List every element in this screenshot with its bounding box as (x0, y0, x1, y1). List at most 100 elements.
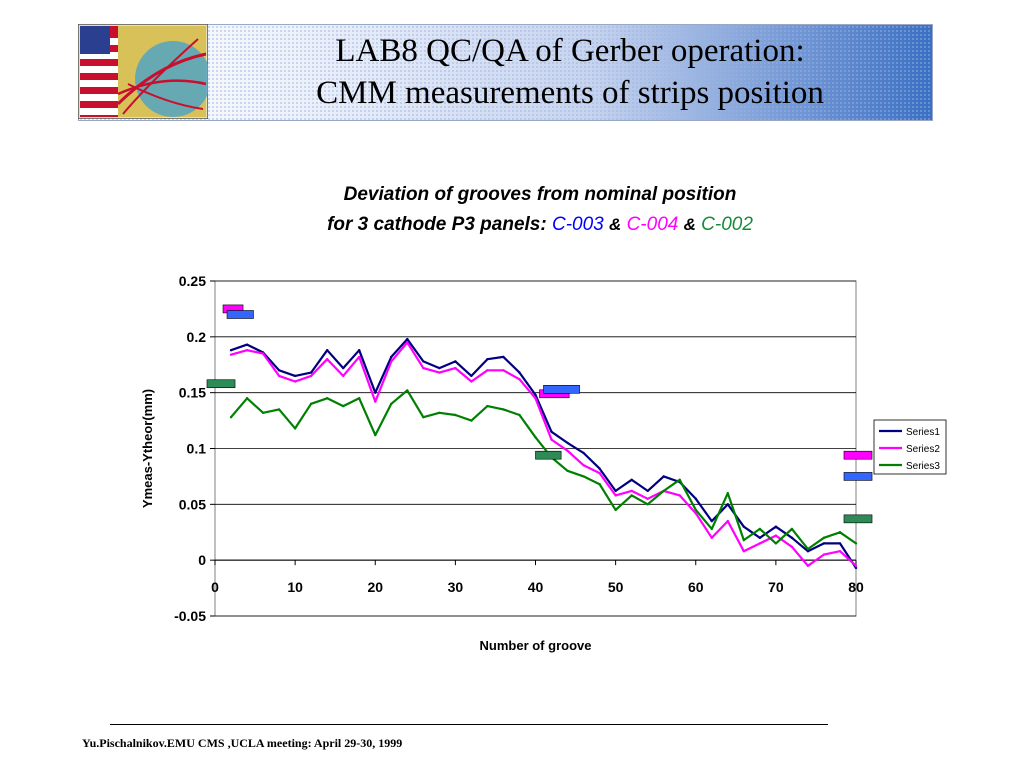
data-point (486, 369, 489, 372)
data-point (598, 483, 601, 486)
panel-marker (543, 385, 580, 394)
data-point (438, 366, 441, 370)
data-point (229, 349, 233, 352)
data-point (678, 494, 681, 497)
data-point (325, 357, 329, 361)
data-point (822, 536, 826, 540)
data-point (790, 536, 794, 540)
series-line-series2 (230, 341, 857, 567)
data-point (309, 374, 313, 378)
data-point (534, 397, 537, 400)
data-point (454, 360, 457, 363)
data-point (614, 508, 617, 512)
data-point (261, 352, 265, 355)
data-point (662, 489, 665, 493)
series-line-series3 (230, 389, 857, 551)
data-point (742, 525, 746, 528)
data-point (342, 404, 345, 408)
data-point (470, 380, 473, 383)
y-axis-title: Ymeas-Ytheor(mm) (140, 389, 155, 508)
x-tick-label: 10 (287, 579, 303, 595)
data-point (390, 402, 393, 406)
y-tick-label: 0.2 (187, 329, 207, 345)
data-point (630, 489, 633, 493)
panel-marker (843, 514, 873, 524)
title-line-2: CMM measurements of strips position (316, 75, 824, 111)
data-point (646, 489, 649, 493)
panel-marker (843, 472, 873, 481)
panel-marker (226, 310, 254, 319)
data-point (502, 355, 505, 359)
data-point (662, 475, 665, 478)
data-point (325, 397, 329, 400)
data-point (710, 527, 713, 531)
data-point (454, 366, 457, 370)
series-line-series1 (230, 338, 857, 569)
data-point (277, 408, 281, 411)
data-point (534, 393, 537, 397)
y-tick-label: 0.15 (179, 385, 206, 401)
data-point (293, 374, 297, 378)
data-point (710, 536, 713, 540)
data-point (486, 357, 489, 361)
title-line-1: LAB8 QC/QA of Gerber operation: (335, 33, 805, 69)
data-point (758, 536, 762, 540)
slide-title: LAB8 QC/QA of Gerber operation: CMM meas… (210, 30, 930, 114)
data-point (390, 360, 393, 363)
data-point (358, 349, 361, 352)
data-point (502, 408, 505, 411)
data-point (726, 519, 729, 523)
footer-divider (110, 724, 828, 725)
data-point (358, 397, 361, 400)
data-point (774, 534, 778, 537)
y-tick-label: 0.05 (179, 496, 206, 512)
chart-heading-line-1: Deviation of grooves from nominal positi… (343, 184, 737, 205)
data-point (229, 353, 233, 356)
data-point (470, 419, 473, 422)
y-tick-label: 0.1 (187, 441, 207, 457)
data-point (614, 489, 617, 493)
data-point (822, 542, 826, 545)
data-point (838, 542, 842, 545)
data-point (293, 380, 297, 383)
data-point (854, 564, 858, 567)
data-point (245, 397, 249, 400)
data-point (550, 438, 553, 441)
panel-c002-label: C-002 (701, 214, 753, 235)
data-point (822, 553, 826, 556)
data-point (422, 416, 425, 419)
data-point (374, 391, 377, 394)
data-point (710, 519, 713, 523)
panel-c003-label: C-003 (551, 214, 604, 235)
data-point (742, 550, 746, 553)
data-point (454, 413, 457, 417)
x-tick-label: 70 (768, 579, 784, 595)
data-point (245, 343, 249, 346)
data-point (806, 550, 810, 553)
data-point (502, 369, 505, 372)
data-point (309, 371, 313, 374)
data-point (566, 441, 569, 445)
data-point (678, 478, 681, 481)
data-point (582, 475, 585, 478)
data-point (726, 503, 729, 506)
data-point (598, 467, 601, 470)
data-point (438, 411, 441, 414)
x-tick-label: 40 (528, 579, 544, 595)
data-point (806, 547, 810, 551)
panel-c004-label: C-004 (626, 214, 679, 235)
data-point (342, 374, 345, 378)
data-point (518, 371, 521, 374)
data-point (758, 542, 762, 545)
data-point (309, 402, 313, 406)
legend-label: Series2 (906, 444, 940, 455)
data-point (406, 341, 409, 344)
y-tick-label: 0.25 (179, 273, 206, 289)
data-point (806, 564, 810, 567)
data-point (726, 491, 729, 495)
data-point (742, 538, 746, 542)
x-tick-label: 20 (367, 579, 383, 595)
data-point (390, 355, 393, 359)
data-point (694, 497, 697, 500)
data-point (261, 411, 265, 414)
